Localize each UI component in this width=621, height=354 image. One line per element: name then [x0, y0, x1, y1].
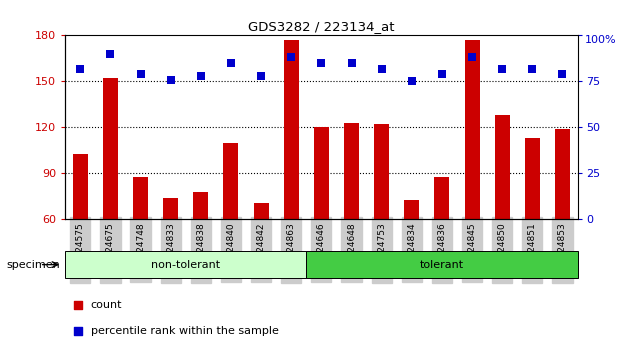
Text: specimen: specimen — [6, 259, 60, 270]
Point — [226, 60, 236, 66]
Bar — [73, 154, 88, 219]
Text: tolerant: tolerant — [420, 259, 464, 270]
Bar — [465, 40, 479, 219]
Point — [437, 71, 447, 77]
Point — [106, 51, 116, 57]
Point — [75, 66, 85, 72]
Point — [135, 71, 145, 77]
Point — [407, 79, 417, 84]
Bar — [306, 251, 578, 278]
Bar — [193, 192, 209, 219]
Bar — [103, 78, 118, 219]
Point — [527, 66, 537, 72]
Point — [73, 328, 83, 333]
Bar — [65, 251, 306, 278]
Point — [256, 73, 266, 79]
Bar — [525, 138, 540, 219]
Point — [558, 71, 568, 77]
Bar — [374, 124, 389, 219]
Bar — [404, 200, 419, 219]
Bar — [284, 40, 299, 219]
Bar — [495, 115, 510, 219]
Point — [467, 55, 477, 60]
Text: count: count — [91, 300, 122, 310]
Bar — [434, 177, 450, 219]
Bar — [253, 202, 269, 219]
Text: non-tolerant: non-tolerant — [151, 259, 220, 270]
Text: percentile rank within the sample: percentile rank within the sample — [91, 326, 279, 336]
Bar — [224, 143, 238, 219]
Point — [347, 60, 356, 66]
Point — [286, 55, 296, 60]
Title: GDS3282 / 223134_at: GDS3282 / 223134_at — [248, 20, 394, 33]
Bar — [163, 198, 178, 219]
Point — [377, 66, 387, 72]
Bar — [344, 123, 359, 219]
Text: 100%: 100% — [584, 35, 616, 45]
Bar — [555, 129, 570, 219]
Point — [497, 66, 507, 72]
Bar — [314, 127, 329, 219]
Point — [73, 302, 83, 308]
Point — [316, 60, 326, 66]
Bar — [133, 177, 148, 219]
Point — [166, 77, 176, 82]
Point — [196, 73, 206, 79]
